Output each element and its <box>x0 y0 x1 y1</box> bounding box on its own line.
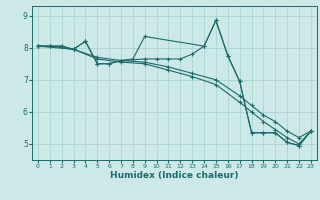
X-axis label: Humidex (Indice chaleur): Humidex (Indice chaleur) <box>110 171 239 180</box>
